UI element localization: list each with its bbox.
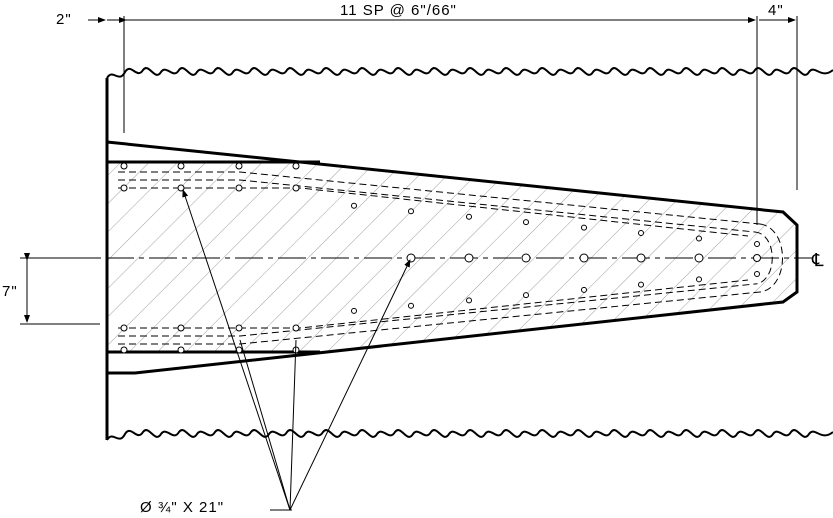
hatched-region xyxy=(107,162,797,352)
upper-dashed-bar-2 xyxy=(118,179,756,233)
dim-label-right-offset: 4" xyxy=(768,2,784,19)
top-bar-circle xyxy=(351,202,357,209)
bottom-bar-circle xyxy=(351,307,357,314)
bottom-bar-circle xyxy=(408,302,414,309)
bottom-break-line xyxy=(106,429,833,441)
bottom-bar-circle xyxy=(120,324,128,332)
bottom-bar-circle xyxy=(466,297,472,304)
top-bar-circle xyxy=(120,162,128,170)
bar-circles xyxy=(120,162,761,354)
dim-label-spacing: 11 SP @ 6"/66" xyxy=(340,2,457,19)
top-bar-circle xyxy=(581,224,587,231)
top-bar-circle xyxy=(235,162,243,170)
top-bar-circle xyxy=(120,184,128,192)
lower-dashed-bar xyxy=(118,291,761,345)
centerline-bar-circle xyxy=(521,253,531,263)
bottom-bar-circle xyxy=(235,324,243,332)
bottom-bar-circle xyxy=(581,286,587,293)
centerline-bar-circle xyxy=(753,254,761,262)
top-bar-circle xyxy=(292,184,300,192)
leader-3 xyxy=(239,339,291,511)
dim-label-left-offset: 2" xyxy=(56,11,72,28)
centerline-bar-circle xyxy=(406,253,416,263)
top-bar-circle xyxy=(754,241,760,247)
centerline-bar-circle xyxy=(694,253,704,263)
bottom-bar-circle xyxy=(638,281,644,288)
bottom-bar-circle xyxy=(696,276,702,283)
dashed-hook-end-2 xyxy=(759,223,783,293)
bottom-bar-circle xyxy=(523,292,529,299)
leader-2 xyxy=(289,259,411,511)
top-bar-circle xyxy=(638,230,644,237)
leader-4 xyxy=(289,339,297,511)
centerline-bar-circle xyxy=(464,253,474,263)
leader-1 xyxy=(182,189,291,511)
top-bar-circle xyxy=(408,208,414,215)
top-bar-circle xyxy=(177,162,185,170)
centerline-symbol: ℄ xyxy=(811,250,825,270)
tapered-body-outline xyxy=(105,140,799,375)
upper-dashed-bar xyxy=(118,171,761,225)
bottom-bar-circle xyxy=(177,346,185,354)
bar-callout-label: Ø ¾" X 21" xyxy=(140,499,224,516)
lower-dashed-bar-2 xyxy=(118,283,756,337)
bottom-bar-circle xyxy=(120,346,128,354)
top-break-line xyxy=(106,67,833,79)
centerline-bar-circle xyxy=(636,253,646,263)
bottom-bar-circle xyxy=(754,271,760,277)
top-bar-circle xyxy=(466,213,472,220)
dim-label-vertical: 7" xyxy=(2,283,18,300)
top-bar-circle xyxy=(292,162,300,170)
bottom-bar-circle xyxy=(177,324,185,332)
top-bar-circle xyxy=(523,219,529,226)
top-bar-circle xyxy=(235,184,243,192)
top-bar-circle xyxy=(696,235,702,242)
bottom-bar-circle xyxy=(292,324,300,332)
centerline-bar-circle xyxy=(579,253,589,263)
